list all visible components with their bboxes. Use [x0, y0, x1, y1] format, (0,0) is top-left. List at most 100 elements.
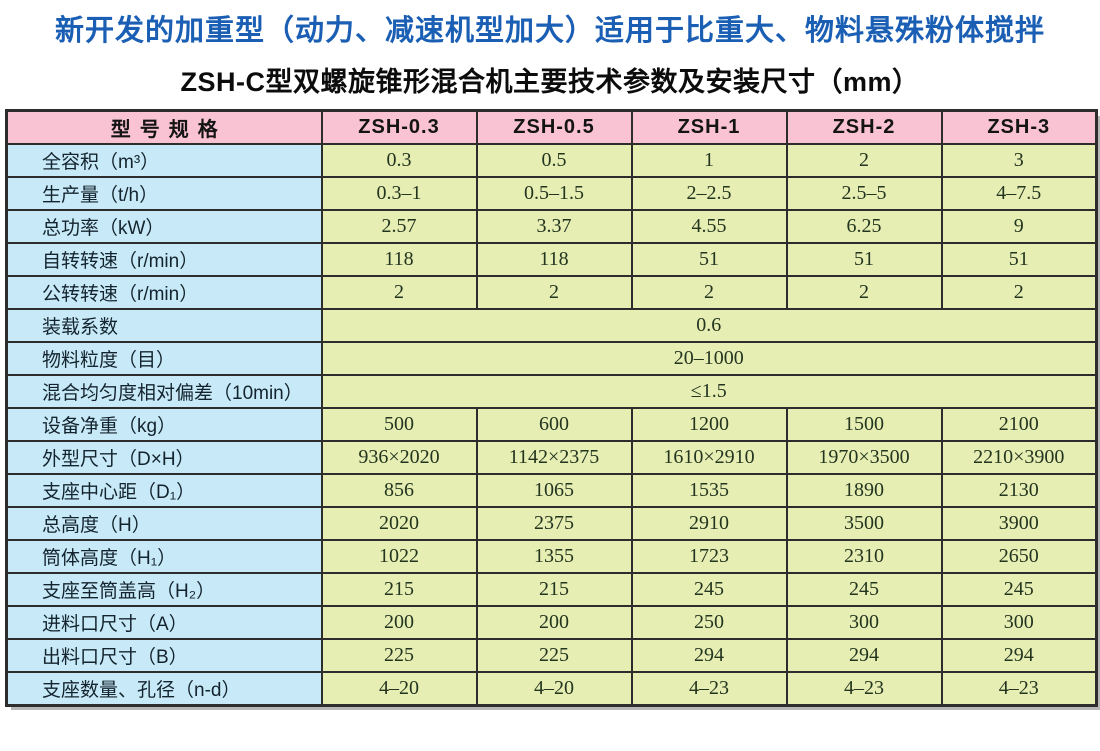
value-cell: 0.5–1.5 — [475, 176, 633, 211]
table-row: 装载系数 0.6 — [5, 308, 1098, 343]
value-cell: 300 — [785, 605, 943, 640]
value-cell: 0.3 — [320, 143, 478, 178]
value-cell: 300 — [940, 605, 1098, 640]
value-cell: 2 — [320, 275, 478, 310]
value-cell: 294 — [785, 638, 943, 673]
column-header-model: ZSH-0.5 — [475, 109, 633, 145]
table-header: 型号规格 ZSH-0.3 ZSH-0.5 ZSH-1 ZSH-2 ZSH-3 — [5, 109, 1098, 145]
value-cell: 51 — [630, 242, 788, 277]
value-cell: 4–7.5 — [940, 176, 1098, 211]
value-cell: 200 — [475, 605, 633, 640]
row-label: 总高度（H） — [5, 506, 323, 541]
row-label: 物料粒度（目） — [5, 341, 323, 376]
value-cell: 118 — [475, 242, 633, 277]
row-label: 外型尺寸（D×H） — [5, 440, 323, 475]
merged-value-cell: 0.6 — [320, 308, 1098, 343]
table-row: 支座数量、孔径（n-d） 4–20 4–20 4–23 4–23 4–23 — [5, 671, 1098, 707]
row-label: 支座至筒盖高（H₂） — [5, 572, 323, 607]
value-cell: 0.5 — [475, 143, 633, 178]
row-label: 生产量（t/h） — [5, 176, 323, 211]
column-header-model: ZSH-3 — [940, 109, 1098, 145]
value-cell: 9 — [940, 209, 1098, 244]
row-label: 混合均匀度相对偏差（10min） — [5, 374, 323, 409]
value-cell: 1723 — [630, 539, 788, 574]
table-row: 总高度（H） 2020 2375 2910 3500 3900 — [5, 506, 1098, 541]
value-cell: 51 — [940, 242, 1098, 277]
value-cell: 2910 — [630, 506, 788, 541]
value-cell: 2210×3900 — [940, 440, 1098, 475]
column-header-model-spec: 型号规格 — [5, 109, 323, 145]
table-row: 进料口尺寸（A） 200 200 250 300 300 — [5, 605, 1098, 640]
header-row: 型号规格 ZSH-0.3 ZSH-0.5 ZSH-1 ZSH-2 ZSH-3 — [5, 109, 1098, 145]
table-row: 设备净重（kg） 500 600 1200 1500 2100 — [5, 407, 1098, 442]
value-cell: 2100 — [940, 407, 1098, 442]
value-cell: 200 — [320, 605, 478, 640]
value-cell: 245 — [630, 572, 788, 607]
value-cell: 1970×3500 — [785, 440, 943, 475]
value-cell: 2310 — [785, 539, 943, 574]
value-cell: 225 — [320, 638, 478, 673]
value-cell: 600 — [475, 407, 633, 442]
value-cell: 2130 — [940, 473, 1098, 508]
row-label: 进料口尺寸（A） — [5, 605, 323, 640]
value-cell: 1 — [630, 143, 788, 178]
value-cell: 1500 — [785, 407, 943, 442]
table-row: 总功率（kW） 2.57 3.37 4.55 6.25 9 — [5, 209, 1098, 244]
value-cell: 6.25 — [785, 209, 943, 244]
value-cell: 215 — [320, 572, 478, 607]
value-cell: 4–23 — [940, 671, 1098, 707]
value-cell: 1142×2375 — [475, 440, 633, 475]
value-cell: 215 — [475, 572, 633, 607]
table-row: 生产量（t/h） 0.3–1 0.5–1.5 2–2.5 2.5–5 4–7.5 — [5, 176, 1098, 211]
value-cell: 2 — [940, 275, 1098, 310]
value-cell: 2 — [785, 143, 943, 178]
table-body: 全容积（m³） 0.3 0.5 1 2 3 生产量（t/h） 0.3–1 0.5–1.5 2–2.… — [5, 143, 1098, 707]
table-row: 自转转速（r/min） 118 118 51 51 51 — [5, 242, 1098, 277]
merged-value-cell: 20–1000 — [320, 341, 1098, 376]
row-label: 设备净重（kg） — [5, 407, 323, 442]
table-row: 外型尺寸（D×H） 936×2020 1142×2375 1610×2910 1970×… — [5, 440, 1098, 475]
value-cell: 51 — [785, 242, 943, 277]
row-label: 公转转速（r/min） — [5, 275, 323, 310]
value-cell: 1890 — [785, 473, 943, 508]
column-header-model: ZSH-1 — [630, 109, 788, 145]
value-cell: 1535 — [630, 473, 788, 508]
value-cell: 4–23 — [630, 671, 788, 707]
value-cell: 294 — [630, 638, 788, 673]
value-cell: 1022 — [320, 539, 478, 574]
value-cell: 4–23 — [785, 671, 943, 707]
table-row: 支座中心距（D₁） 856 1065 1535 1890 2130 — [5, 473, 1098, 508]
value-cell: 2 — [785, 275, 943, 310]
value-cell: 3500 — [785, 506, 943, 541]
value-cell: 4.55 — [630, 209, 788, 244]
value-cell: 4–20 — [320, 671, 478, 707]
value-cell: 1610×2910 — [630, 440, 788, 475]
table-row: 混合均匀度相对偏差（10min） ≤1.5 — [5, 374, 1098, 409]
value-cell: 2–2.5 — [630, 176, 788, 211]
value-cell: 245 — [940, 572, 1098, 607]
row-label: 出料口尺寸（B） — [5, 638, 323, 673]
row-label: 筒体高度（H₁） — [5, 539, 323, 574]
merged-value-cell: ≤1.5 — [320, 374, 1098, 409]
row-label: 自转转速（r/min） — [5, 242, 323, 277]
page-title: 新开发的加重型（动力、减速机型加大）适用于比重大、物料悬殊粉体搅拌 — [54, 15, 1045, 47]
row-label: 全容积（m³） — [5, 143, 323, 178]
value-cell: 2 — [630, 275, 788, 310]
value-cell: 2020 — [320, 506, 478, 541]
table-title: ZSH-C型双螺旋锥形混合机主要技术参数及安装尺寸（mm） — [180, 67, 920, 97]
column-header-model: ZSH-0.3 — [320, 109, 478, 145]
value-cell: 1200 — [630, 407, 788, 442]
value-cell: 0.3–1 — [320, 176, 478, 211]
value-cell: 3 — [940, 143, 1098, 178]
row-label: 装载系数 — [5, 308, 323, 343]
value-cell: 4–20 — [475, 671, 633, 707]
table-row: 全容积（m³） 0.3 0.5 1 2 3 — [5, 143, 1098, 178]
table-row: 支座至筒盖高（H₂） 215 215 245 245 245 — [5, 572, 1098, 607]
value-cell: 294 — [940, 638, 1098, 673]
value-cell: 250 — [630, 605, 788, 640]
table-row: 公转转速（r/min） 2 2 2 2 2 — [5, 275, 1098, 310]
table-row: 出料口尺寸（B） 225 225 294 294 294 — [5, 638, 1098, 673]
value-cell: 2375 — [475, 506, 633, 541]
row-label: 总功率（kW） — [5, 209, 323, 244]
spec-table: 型号规格 ZSH-0.3 ZSH-0.5 ZSH-1 ZSH-2 ZSH-3 全容积（m³… — [5, 109, 1098, 707]
